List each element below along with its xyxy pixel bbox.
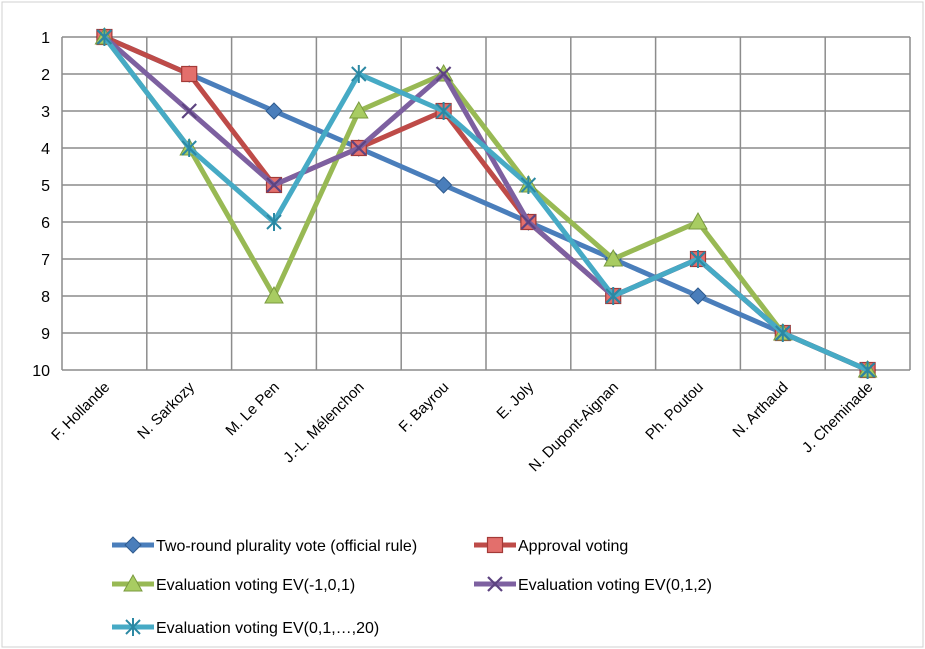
legend-entry: Approval voting: [474, 536, 628, 555]
data-point: [688, 211, 708, 230]
y-tick-label: 6: [41, 215, 50, 232]
legend-marker: [487, 576, 503, 592]
data-point: [603, 248, 624, 267]
legend: Two-round plurality vote (official rule)…: [112, 536, 712, 637]
data-point: [605, 287, 621, 305]
y-tick-label: 8: [41, 289, 50, 306]
series-line: [102, 35, 869, 373]
data-point: [266, 177, 282, 193]
data-point: [435, 102, 452, 120]
legend-label: Evaluation voting EV(-1,0,1): [156, 577, 355, 594]
legend-label: Evaluation voting EV(0,1,…,20): [156, 620, 379, 637]
data-point: [265, 102, 283, 120]
series-group: [94, 26, 878, 379]
y-tick-label: 2: [41, 67, 50, 84]
series-line: [102, 35, 869, 373]
series-5: [96, 28, 876, 379]
data-point: [434, 176, 453, 194]
data-point: [266, 213, 282, 231]
data-point: [351, 140, 367, 156]
data-point: [775, 324, 791, 342]
data-point: [435, 66, 452, 82]
y-tick-label: 9: [41, 326, 50, 343]
legend-entry: Evaluation voting EV(0,1,…,20): [112, 618, 379, 637]
data-point: [859, 361, 876, 379]
legend-label: Two-round plurality vote (official rule): [156, 538, 417, 555]
y-tick-label: 4: [41, 141, 50, 158]
data-point: [181, 139, 197, 157]
data-point: [690, 250, 706, 268]
legend-marker: [125, 618, 141, 636]
data-point: [264, 285, 284, 304]
data-point: [181, 103, 197, 119]
y-tick-label: 7: [41, 252, 50, 269]
legend-label: Evaluation voting EV(0,1,2): [518, 577, 712, 594]
data-point: [96, 28, 113, 46]
legend-label: Approval voting: [518, 538, 628, 555]
legend-marker: [123, 573, 143, 592]
legend-marker: [124, 536, 142, 554]
y-tick-label: 5: [41, 178, 50, 195]
data-point: [348, 100, 369, 119]
y-tick-label: 1: [41, 30, 50, 47]
grid: [61, 36, 911, 371]
data-point: [181, 65, 198, 83]
data-point: [351, 65, 367, 83]
data-point: [520, 176, 537, 194]
legend-marker: [486, 536, 504, 554]
y-axis-ticks: 1 2 3 4 5 6 7 8 9 10: [32, 30, 50, 380]
data-point: [520, 214, 537, 230]
series-line: [103, 34, 869, 373]
legend-entry: Two-round plurality vote (official rule): [112, 536, 417, 555]
y-tick-label: 10: [32, 363, 50, 380]
y-tick-label: 3: [41, 104, 50, 121]
legend-entry: Evaluation voting EV(0,1,2): [474, 576, 712, 594]
legend-entry: Evaluation voting EV(-1,0,1): [112, 573, 355, 594]
data-point: [689, 287, 707, 305]
